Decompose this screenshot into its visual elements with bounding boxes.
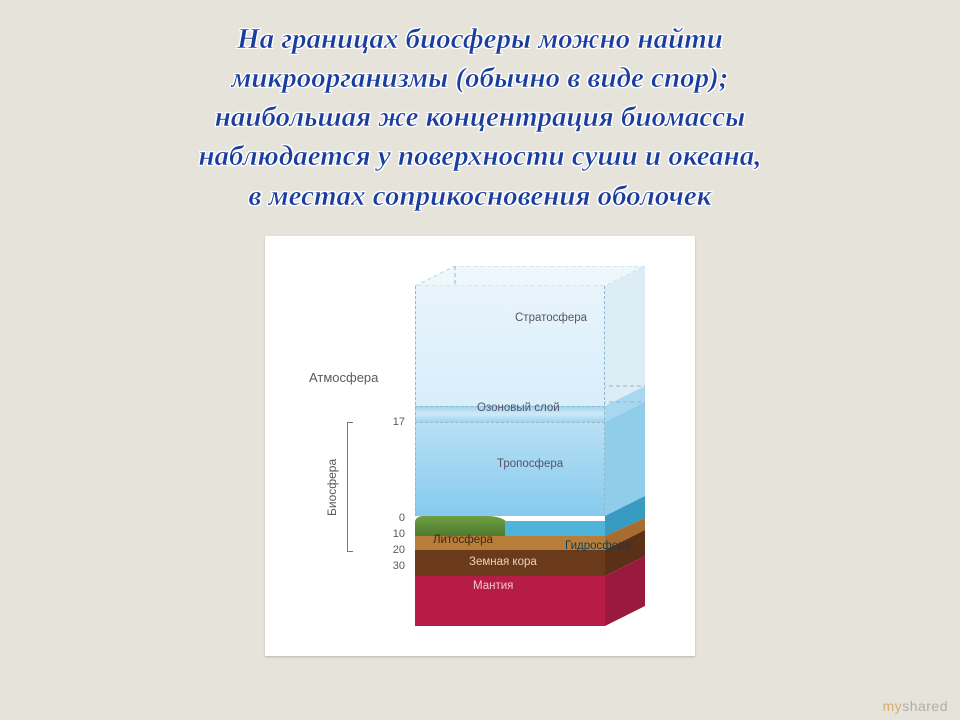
label-troposphere: Тропосфера bbox=[497, 458, 563, 470]
atmosphere-axis-label: Атмосфера bbox=[309, 370, 378, 385]
label-crust: Земная кора bbox=[469, 556, 537, 568]
land-mass bbox=[415, 516, 510, 536]
dash-ozone-bot bbox=[415, 422, 605, 423]
label-stratosphere: Стратосфера bbox=[515, 312, 587, 324]
tick-10: 10 bbox=[377, 528, 405, 540]
title-block: На границах биосферы можно найти микроор… bbox=[0, 0, 960, 226]
title-line-3: наибольшая же концентрация биомассы bbox=[40, 98, 920, 137]
tick-0: 0 bbox=[377, 512, 405, 524]
watermark-prefix: my bbox=[883, 698, 903, 714]
title-line-4: наблюдается у поверхности суши и океана, bbox=[40, 137, 920, 176]
biosphere-bracket bbox=[347, 422, 353, 552]
label-ozone: Озоновый слой bbox=[477, 402, 560, 414]
surface-row bbox=[415, 516, 605, 536]
dash-left bbox=[415, 286, 416, 516]
tick-30: 30 bbox=[377, 560, 405, 572]
tick-20: 20 bbox=[377, 544, 405, 556]
label-hydrosphere: Гидросфера bbox=[565, 540, 631, 552]
label-lithosphere: Литосфера bbox=[433, 534, 493, 546]
dash-right bbox=[604, 286, 605, 516]
layer-stratosphere bbox=[415, 286, 605, 406]
biosphere-diagram: Атмосфера Биосфера 17 0 10 20 30 bbox=[265, 236, 695, 656]
title-line-1: На границах биосферы можно найти bbox=[40, 20, 920, 59]
watermark: myshared bbox=[883, 698, 948, 714]
label-mantle: Мантия bbox=[473, 580, 513, 592]
title-line-2: микроорганизмы (обычно в виде спор); bbox=[40, 59, 920, 98]
cube-front-face bbox=[415, 286, 605, 626]
biosphere-axis-label: Биосфера bbox=[325, 459, 339, 516]
title-line-5: в местах соприкосновения оболочек bbox=[40, 177, 920, 216]
ocean-water bbox=[505, 521, 605, 536]
tick-17: 17 bbox=[377, 416, 405, 428]
watermark-suffix: shared bbox=[902, 698, 948, 714]
